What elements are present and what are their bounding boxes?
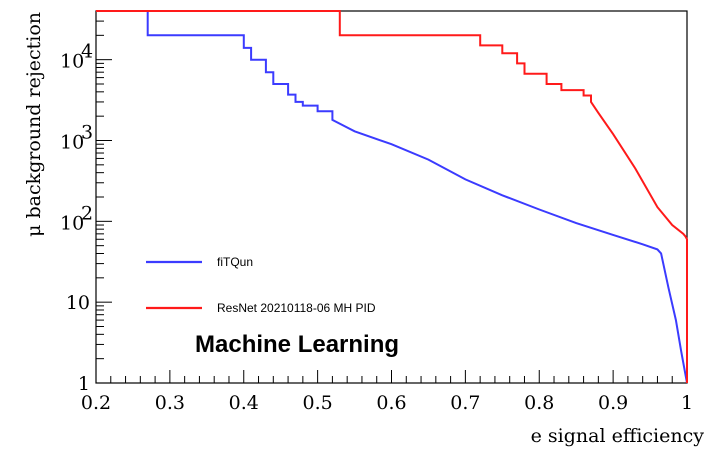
y-tick-label: 10	[60, 131, 84, 153]
x-tick-label: 1	[681, 392, 693, 414]
x-tick-label: 0.3	[155, 392, 185, 414]
x-tick-label: 0.9	[598, 392, 628, 414]
x-tick-label: 0.5	[303, 392, 333, 414]
y-axis-title: μ background rejection	[23, 12, 45, 237]
y-tick-exponent: 4	[81, 41, 93, 63]
x-axis-title: e signal efficiency	[531, 425, 705, 447]
y-tick-label: 1	[78, 373, 90, 395]
x-tick-label: 0.7	[450, 392, 480, 414]
annotation-machine-learning: Machine Learning	[195, 331, 399, 358]
x-tick-label: 0.2	[81, 392, 111, 414]
x-tick-label: 0.4	[229, 392, 259, 414]
plot-frame	[95, 10, 688, 384]
legend-label-resnet: ResNet 20210118-06 MH PID	[217, 301, 376, 315]
series-layer	[96, 10, 688, 384]
y-tick-exponent: 2	[81, 202, 93, 224]
legend-label-fitqun: fiTQun	[217, 255, 253, 269]
y-tick-label: 10	[66, 292, 90, 314]
series-line-fitqun	[96, 10, 688, 384]
axis-ticks	[95, 10, 688, 384]
x-tick-label: 0.6	[376, 392, 406, 414]
y-tick-label: 10	[60, 212, 84, 234]
series-line-resnet	[96, 10, 688, 383]
x-tick-label: 0.8	[524, 392, 554, 414]
legend: fiTQun ResNet 20210118-06 MH PID	[146, 255, 376, 315]
y-tick-exponent: 3	[81, 121, 93, 143]
y-tick-label: 10	[60, 51, 84, 73]
